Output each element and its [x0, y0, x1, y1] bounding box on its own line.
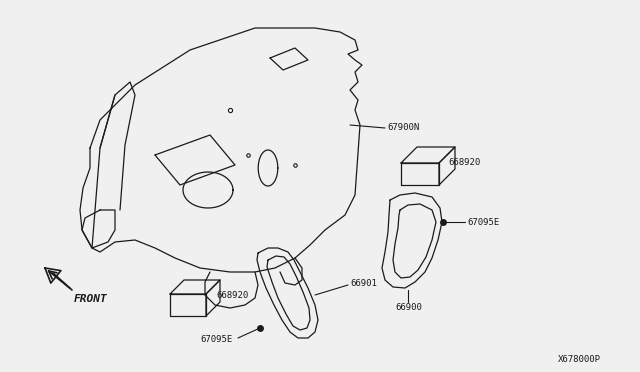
- Text: 66900: 66900: [395, 304, 422, 312]
- Text: FRONT: FRONT: [74, 294, 108, 304]
- Text: 67095E: 67095E: [467, 218, 499, 227]
- Text: X678000P: X678000P: [558, 356, 601, 365]
- Text: 668920: 668920: [216, 291, 248, 299]
- Text: 668920: 668920: [448, 157, 480, 167]
- Text: 67900N: 67900N: [387, 122, 419, 131]
- Text: 66901: 66901: [350, 279, 377, 289]
- Text: 67095E: 67095E: [200, 336, 232, 344]
